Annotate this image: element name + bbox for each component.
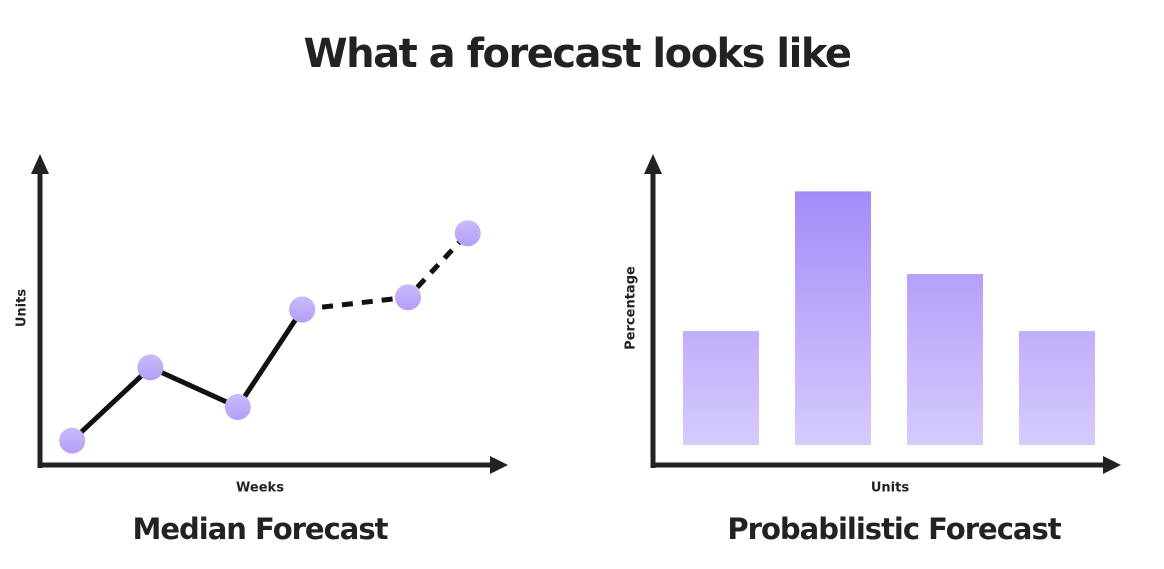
x-axis-label: Weeks: [236, 481, 284, 496]
bar: [795, 191, 871, 446]
bar: [907, 274, 983, 446]
chart-title: Median Forecast: [133, 512, 389, 546]
bar: [1019, 331, 1095, 446]
x-axis-arrow: [490, 456, 508, 474]
data-point: [454, 220, 481, 247]
bar: [683, 331, 759, 446]
y-axis-label: Percentage: [624, 266, 639, 350]
data-point: [289, 296, 316, 323]
chart-title: Probabilistic Forecast: [727, 512, 1061, 546]
series-line: [301, 231, 470, 312]
y-axis-label: Units: [15, 289, 30, 327]
page-title: What a forecast looks like: [304, 31, 851, 77]
x-axis-arrow: [1103, 456, 1121, 474]
data-point: [137, 354, 164, 381]
data-point: [395, 284, 421, 311]
y-axis-arrow: [31, 154, 49, 174]
data-point: [59, 427, 86, 454]
x-axis-label: Units: [871, 481, 909, 496]
series-line: [70, 308, 305, 443]
data-point: [224, 394, 251, 421]
y-axis-arrow: [644, 154, 662, 174]
